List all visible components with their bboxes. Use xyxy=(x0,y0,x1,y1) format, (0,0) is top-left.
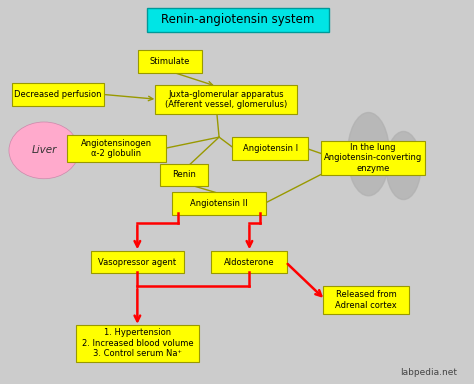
FancyBboxPatch shape xyxy=(172,192,266,215)
Text: Angiotensin II: Angiotensin II xyxy=(190,199,248,208)
Ellipse shape xyxy=(386,131,421,200)
Text: Renin-angiotensin system: Renin-angiotensin system xyxy=(161,13,314,26)
Text: Aldosterone: Aldosterone xyxy=(224,258,275,266)
FancyBboxPatch shape xyxy=(160,164,208,186)
Text: 1. Hypertension
2. Increased blood volume
3. Control serum Na⁺: 1. Hypertension 2. Increased blood volum… xyxy=(82,328,193,358)
Text: Stimulate: Stimulate xyxy=(150,57,190,66)
Text: Vasopressor agent: Vasopressor agent xyxy=(98,258,176,266)
Text: Renin: Renin xyxy=(172,170,196,179)
Text: Angiotensinogen
α-2 globulin: Angiotensinogen α-2 globulin xyxy=(81,139,152,158)
FancyBboxPatch shape xyxy=(146,8,329,32)
FancyBboxPatch shape xyxy=(138,50,202,73)
FancyBboxPatch shape xyxy=(211,251,288,273)
FancyBboxPatch shape xyxy=(76,325,199,362)
Text: Angiotensin I: Angiotensin I xyxy=(243,144,298,153)
Text: labpedia.net: labpedia.net xyxy=(400,368,457,377)
Text: Liver: Liver xyxy=(31,146,57,156)
Ellipse shape xyxy=(347,113,390,196)
FancyBboxPatch shape xyxy=(91,251,183,273)
Text: Juxta-glomerular apparatus
(Afferent vessel, glomerulus): Juxta-glomerular apparatus (Afferent ves… xyxy=(165,89,287,109)
FancyBboxPatch shape xyxy=(323,286,409,314)
Text: Released from
Adrenal cortex: Released from Adrenal cortex xyxy=(335,290,397,310)
Text: In the lung
Angiotensin-converting
enzyme: In the lung Angiotensin-converting enzym… xyxy=(324,143,422,173)
FancyBboxPatch shape xyxy=(232,137,309,160)
FancyBboxPatch shape xyxy=(155,85,297,114)
Ellipse shape xyxy=(9,122,79,179)
Text: Decreased perfusion: Decreased perfusion xyxy=(14,90,102,99)
FancyBboxPatch shape xyxy=(321,141,425,175)
FancyBboxPatch shape xyxy=(67,135,166,162)
FancyBboxPatch shape xyxy=(12,83,104,106)
